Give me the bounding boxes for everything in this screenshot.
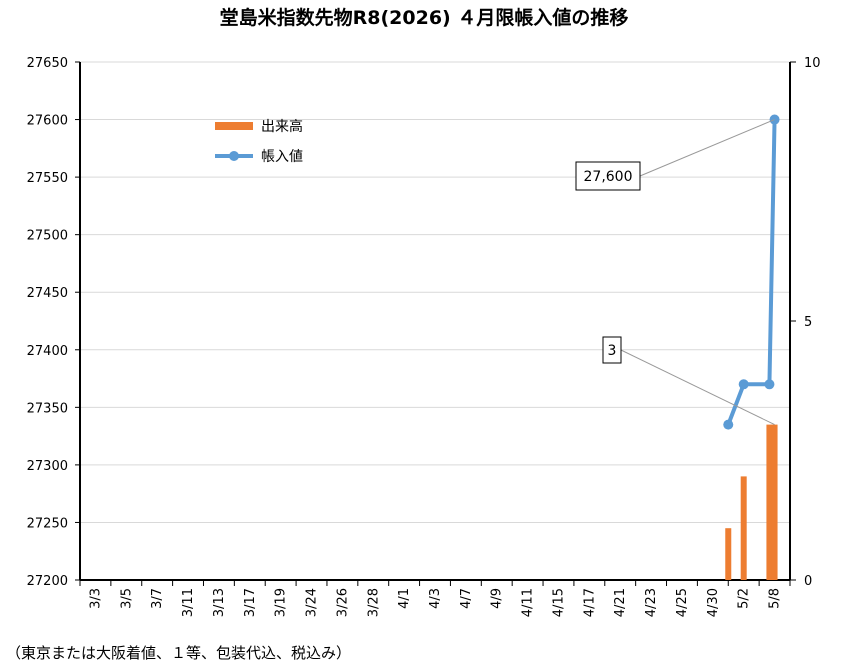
callout-price-text: 27,600 bbox=[584, 169, 633, 185]
x-tick-label: 3/28 bbox=[366, 588, 381, 617]
x-tick-label: 4/25 bbox=[675, 588, 690, 617]
callout-volume-box bbox=[602, 336, 622, 364]
grid bbox=[80, 61, 790, 581]
x-tick-label: 5/2 bbox=[737, 588, 752, 609]
y-right-tick-label: 10 bbox=[804, 56, 821, 71]
x-tick-label: 4/15 bbox=[551, 588, 566, 617]
y-left-tick-label: 27500 bbox=[27, 229, 68, 244]
callout-price-leader bbox=[639, 119, 775, 177]
legend-swatch-marker bbox=[229, 151, 239, 161]
x-tick-label: 3/26 bbox=[335, 588, 350, 617]
x-tick-label: 4/21 bbox=[613, 588, 628, 617]
x-tick-label: 3/3 bbox=[88, 588, 103, 609]
x-tick-label: 3/7 bbox=[150, 588, 165, 609]
volume-bar bbox=[725, 528, 732, 580]
y-left-tick-label: 27400 bbox=[27, 344, 68, 359]
y-left-tick-label: 27300 bbox=[27, 459, 68, 474]
x-tick-label: 3/13 bbox=[212, 588, 227, 617]
x-tick-label: 4/3 bbox=[428, 588, 443, 609]
settlement-line bbox=[723, 114, 780, 430]
y-left-tick-label: 27550 bbox=[27, 171, 68, 186]
x-tick-label: 4/23 bbox=[644, 588, 659, 617]
x-tick-label: 3/24 bbox=[305, 588, 320, 617]
legend-swatch-bar bbox=[215, 122, 253, 130]
y-left-tick-label: 27200 bbox=[27, 574, 68, 589]
y-left-tick-label: 27650 bbox=[27, 56, 68, 71]
legend-label: 帳入値 bbox=[261, 149, 303, 165]
x-tick-label: 4/7 bbox=[459, 588, 474, 609]
y-left-tick-label: 27450 bbox=[27, 286, 68, 301]
volume-bar bbox=[740, 476, 747, 580]
callouts: 27,600 3 bbox=[575, 119, 775, 426]
chart-title: 堂島米指数先物R8(2026) ４月限帳入値の推移 bbox=[220, 6, 629, 29]
x-tick-label: 3/17 bbox=[243, 588, 258, 617]
callout-volume-text: 3 bbox=[608, 343, 617, 359]
x-tick-label: 5/8 bbox=[768, 588, 783, 609]
callout-price-box bbox=[575, 161, 641, 191]
x-tick-label: 4/17 bbox=[582, 588, 597, 617]
x-tick-label: 4/30 bbox=[706, 588, 721, 617]
volume-bars bbox=[725, 424, 778, 580]
x-tick-label: 4/9 bbox=[490, 588, 505, 609]
y-left-tick-label: 27250 bbox=[27, 516, 68, 531]
y-right-tick-label: 5 bbox=[804, 315, 812, 330]
settlement-point bbox=[723, 419, 734, 430]
x-tick-label: 3/19 bbox=[274, 588, 289, 617]
x-tick-label: 4/11 bbox=[521, 588, 536, 617]
volume-bar bbox=[771, 424, 778, 580]
x-tick-label: 3/11 bbox=[181, 588, 196, 617]
x-tick-label: 3/5 bbox=[119, 588, 134, 609]
y-right-tick-label: 0 bbox=[804, 574, 812, 589]
settlement-polyline bbox=[726, 119, 777, 426]
legend-label: 出来高 bbox=[261, 118, 303, 135]
callout-volume-leader bbox=[620, 349, 775, 426]
x-tick-label: 4/1 bbox=[397, 588, 412, 609]
settlement-point bbox=[764, 379, 775, 390]
axes: 27200 27250 27300 27350 27400 27450 27500 27550… bbox=[27, 56, 821, 617]
settlement-point bbox=[738, 379, 749, 390]
y-left-tick-label: 27600 bbox=[27, 114, 68, 129]
footnote: （東京または大阪着値、１等、包装代込、税込み） bbox=[6, 644, 351, 662]
volume-bar bbox=[766, 424, 773, 580]
y-left-tick-label: 27350 bbox=[27, 401, 68, 416]
